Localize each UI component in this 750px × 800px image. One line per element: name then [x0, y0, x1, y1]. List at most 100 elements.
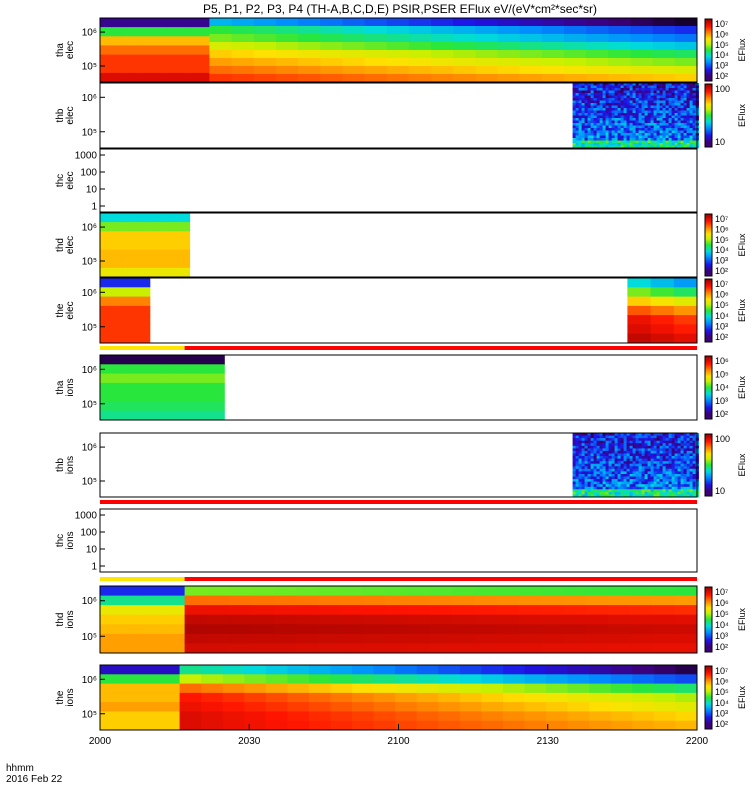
spectrogram-bin [605, 133, 609, 136]
spectrogram-bin [632, 702, 655, 712]
spectrogram-bin [674, 450, 678, 454]
spectrogram-bin [273, 586, 297, 597]
spectrogram-bin [674, 66, 698, 75]
spectrogram-bin [100, 605, 122, 616]
spectrogram-bin [100, 36, 123, 46]
spectrogram-bin [590, 105, 594, 109]
spectrogram-bin [265, 683, 288, 694]
spectrogram-bin [596, 433, 600, 436]
spectrogram-bin [524, 702, 547, 712]
spectrogram-bin [632, 720, 655, 731]
spectrogram-bin [453, 66, 476, 75]
spectrogram-bin [575, 95, 579, 99]
spectrogram-bin [575, 463, 579, 467]
spectrogram-bin [671, 125, 675, 129]
spectrogram-bin [656, 448, 660, 452]
spectrogram-bin [578, 474, 582, 477]
spectrogram-bin [683, 100, 687, 104]
spectrogram-bin [632, 463, 636, 467]
spectrogram-bin [611, 450, 615, 454]
spectrogram-bin [584, 468, 588, 472]
panels-group: 10⁶10⁵thaelec10⁷10⁶10⁵10⁴10³10²EFlux10⁶1… [55, 17, 747, 731]
spectrogram-bin [630, 50, 654, 59]
spectrogram-bin [481, 683, 504, 694]
spectrogram-bin [617, 458, 621, 462]
spectrogram-bin [162, 364, 184, 375]
spectrogram-bin [632, 110, 636, 114]
spectrogram-bin [683, 88, 687, 91]
spectrogram-bin [340, 595, 364, 606]
spectrogram-bin [686, 463, 690, 467]
spectrogram-bin [124, 324, 151, 335]
spectrogram-bin [605, 123, 609, 126]
spectrogram-bin [641, 435, 645, 439]
spectrogram-bin [602, 98, 606, 101]
colorbar-tick-label: 10⁴ [715, 311, 729, 321]
spectrogram-bin [674, 433, 678, 436]
spectrogram-bin [611, 453, 615, 457]
spectrogram-bin [620, 83, 624, 86]
spectrogram-bin [100, 392, 122, 402]
spectrogram-bin [614, 138, 618, 141]
spectrogram-bin [674, 128, 678, 131]
spectrogram-bin [656, 138, 660, 141]
spectrogram-bin [386, 74, 410, 83]
spectrogram-bin [689, 489, 693, 493]
spectrogram-bin [686, 110, 690, 114]
spectrogram-bin [620, 461, 624, 465]
spectrogram-bin [662, 130, 666, 134]
spectrogram-bin [572, 135, 576, 139]
spectrogram-bin [308, 720, 331, 731]
spectrogram-bin [586, 26, 609, 35]
spectrogram-bin [596, 130, 600, 134]
spectrogram-bin [653, 90, 657, 94]
spectrogram-bin [608, 98, 612, 101]
spectrogram-bin [475, 18, 499, 27]
spectrogram-bin [683, 474, 687, 477]
spectrogram-bin [611, 443, 615, 447]
spectrogram-bin [572, 433, 576, 436]
spectrogram-bin [644, 474, 648, 477]
spectrogram-bin [584, 88, 588, 91]
spectrogram-bin [617, 453, 621, 457]
spectrogram-bin [638, 115, 642, 119]
spectrogram-bin [674, 463, 678, 467]
spectrogram-bin [584, 486, 588, 490]
colorbar-label: EFlux [737, 38, 747, 62]
spectrogram-bin [620, 103, 624, 106]
spectrogram-bin [605, 461, 609, 465]
spectrogram-bin [620, 130, 624, 134]
spectrogram-bin [100, 364, 122, 375]
spectrogram-bin [408, 50, 432, 59]
spectrogram-bin [677, 83, 681, 86]
spectrogram-bin [265, 674, 288, 685]
spectrogram-bin [567, 683, 590, 694]
spectrogram-bin [599, 105, 603, 109]
colorbar [704, 213, 713, 277]
spectrogram-bin [602, 486, 606, 490]
spectrogram-bin [689, 85, 693, 89]
spectrogram-bin [143, 18, 167, 28]
spectrogram-bin [686, 433, 690, 436]
spectrogram-bin [475, 26, 499, 35]
spectrogram-bin [407, 595, 431, 606]
spectrogram-bin [647, 120, 651, 124]
spectrogram-bin [686, 133, 690, 136]
spectrogram-bin [572, 118, 576, 121]
spectrogram-bin [656, 98, 660, 101]
spectrogram-bin [608, 128, 612, 131]
spectrogram-bin [656, 110, 660, 114]
spectrogram-bin [451, 633, 475, 644]
spectrogram-bin [607, 605, 631, 616]
spectrogram-bin [641, 453, 645, 457]
spectrogram-bin [593, 115, 597, 119]
spectrogram-bin [611, 468, 615, 472]
spectrogram-bin [518, 595, 542, 606]
spectrogram-bin [578, 438, 582, 442]
spectrogram-bin [641, 474, 645, 477]
spectrogram-bin [656, 479, 660, 483]
spectrogram-bin [581, 450, 585, 454]
spectrogram-bin [652, 74, 676, 83]
spectrogram-bin [587, 445, 591, 449]
spectrogram-bin [686, 88, 690, 91]
